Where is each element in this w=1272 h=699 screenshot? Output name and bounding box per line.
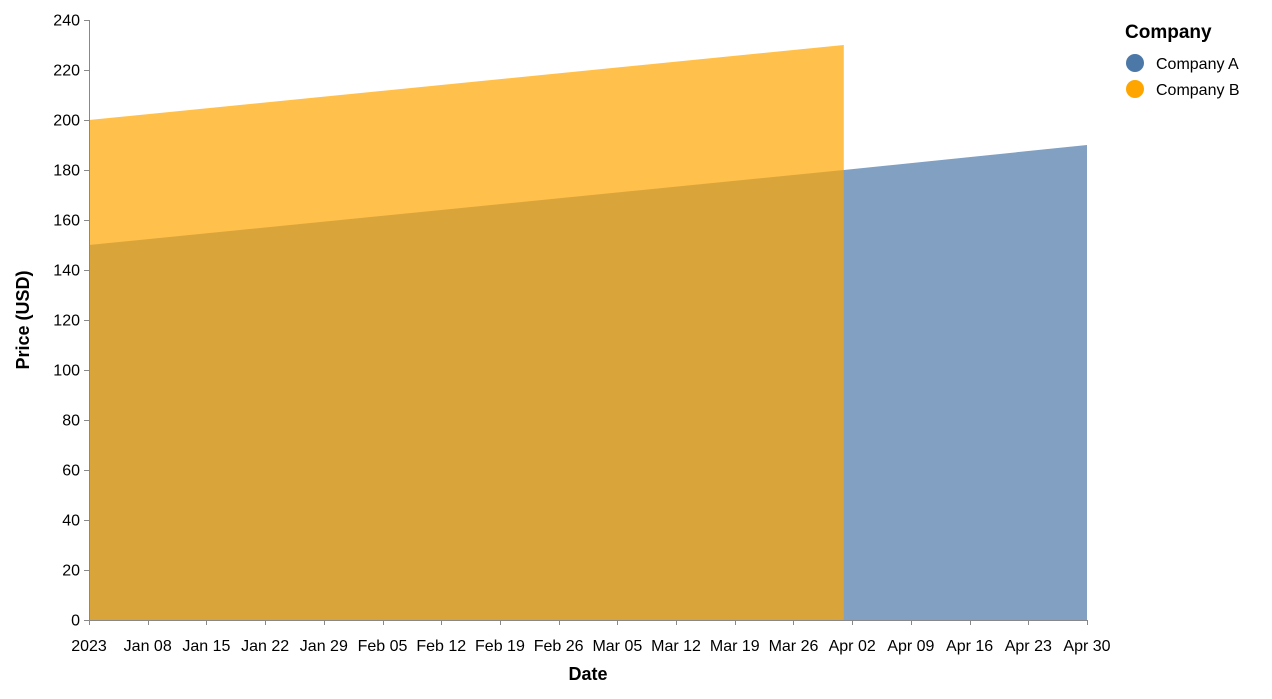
y-tick-label: 200 — [53, 113, 80, 130]
y-axis-title: Price (USD) — [13, 270, 33, 369]
x-tick-label: Jan 08 — [124, 638, 172, 655]
x-tick-label: Jan 29 — [300, 638, 348, 655]
x-tick-label: Feb 19 — [475, 638, 525, 655]
y-tick-label: 140 — [53, 263, 80, 280]
legend: Company Company A Company B — [1125, 22, 1240, 99]
y-tick-label: 180 — [53, 163, 80, 180]
area-company-b — [89, 45, 844, 620]
legend-item: Company A — [1126, 54, 1239, 73]
y-tick-label: 160 — [53, 213, 80, 230]
legend-label: Company B — [1156, 82, 1240, 99]
x-tick-label: Apr 30 — [1063, 638, 1110, 655]
x-axis-title: Date — [568, 664, 607, 684]
x-tick-label: Apr 16 — [946, 638, 993, 655]
legend-items: Company A Company B — [1126, 54, 1240, 99]
x-tick-label: Mar 26 — [769, 638, 819, 655]
y-tick-label: 0 — [71, 613, 80, 630]
legend-title: Company — [1125, 22, 1212, 43]
legend-swatch — [1126, 80, 1144, 98]
x-tick-label: Mar 05 — [592, 638, 642, 655]
y-tick-label: 220 — [53, 63, 80, 80]
x-tick-label: Feb 05 — [358, 638, 408, 655]
x-tick-label: Jan 15 — [182, 638, 230, 655]
x-tick-label: Feb 26 — [534, 638, 584, 655]
y-tick-label: 20 — [62, 563, 80, 580]
y-tick-label: 80 — [62, 413, 80, 430]
x-tick-label: Mar 12 — [651, 638, 701, 655]
x-tick-label: Mar 19 — [710, 638, 760, 655]
x-tick-label: Jan 22 — [241, 638, 289, 655]
chart-areas — [89, 45, 1087, 620]
x-tick-label: Apr 02 — [829, 638, 876, 655]
x-tick-label: Apr 23 — [1005, 638, 1052, 655]
x-tick-label: 2023 — [71, 638, 107, 655]
y-tick-label: 40 — [62, 513, 80, 530]
x-axis: 2023 Jan 08 Jan 15 Jan 22 Jan 29 Feb 05 Feb 12… — [71, 620, 1111, 655]
legend-swatch — [1126, 54, 1144, 72]
y-tick-label: 100 — [53, 363, 80, 380]
y-tick-label: 60 — [62, 463, 80, 480]
x-tick-label: Feb 12 — [416, 638, 466, 655]
legend-label: Company A — [1156, 56, 1239, 73]
legend-item: Company B — [1126, 80, 1240, 99]
x-tick-label: Apr 09 — [887, 638, 934, 655]
y-axis: 0 20 40 60 80 100 120 140 160 180 200 220 240 — [53, 13, 90, 630]
y-tick-label: 240 — [53, 13, 80, 30]
y-tick-label: 120 — [53, 313, 80, 330]
